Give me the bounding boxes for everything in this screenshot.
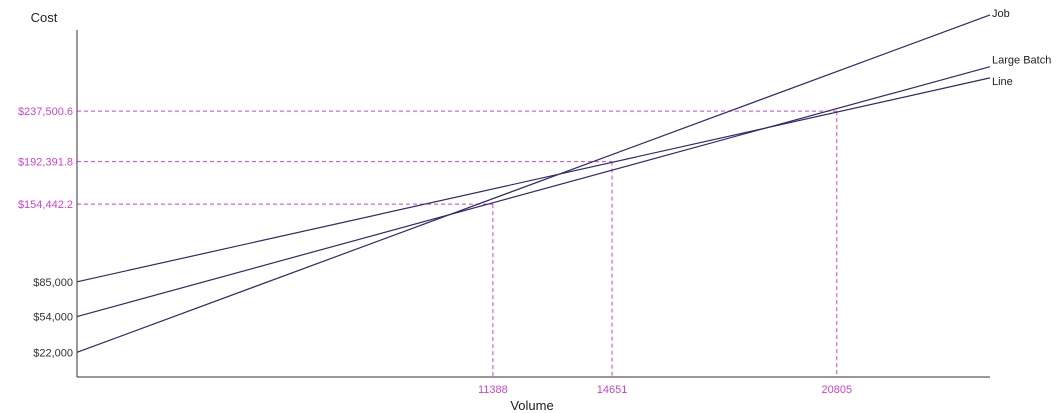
series-line-job (76, 14, 991, 353)
y-tick-label-4: $192,391.8 (18, 157, 73, 169)
y-tick-label-5: $237,500.6 (18, 106, 73, 118)
y-axis-title: Cost (31, 10, 58, 25)
axes (76, 30, 990, 378)
x-tick-label-2: 20805 (822, 384, 853, 396)
y-tick-label-3: $154,442.2 (18, 199, 73, 211)
x-tick-label-1: 14651 (597, 384, 628, 396)
series-line-large-batch (76, 66, 991, 318)
series-label-large-batch: Large Batch (992, 55, 1051, 67)
x-tick-label-0: 11388 (478, 384, 508, 396)
x-tick-labels: 11388 14651 20805 (478, 384, 852, 396)
series-label-line: Line (992, 76, 1013, 88)
y-tick-label-0: $22,000 (33, 347, 73, 359)
series-labels: Job Large Batch Line (992, 8, 1051, 88)
y-tick-label-2: $85,000 (33, 277, 73, 289)
series-line-line (76, 77, 991, 283)
series-label-job: Job (992, 8, 1010, 20)
y-tick-labels: $22,000 $54,000 $85,000 $154,442.2 $192,391.… (18, 106, 73, 359)
series-lines (76, 14, 991, 353)
x-axis-title: Volume (510, 398, 553, 413)
crossover-guides (77, 110, 838, 377)
y-tick-label-1: $54,000 (33, 312, 73, 324)
